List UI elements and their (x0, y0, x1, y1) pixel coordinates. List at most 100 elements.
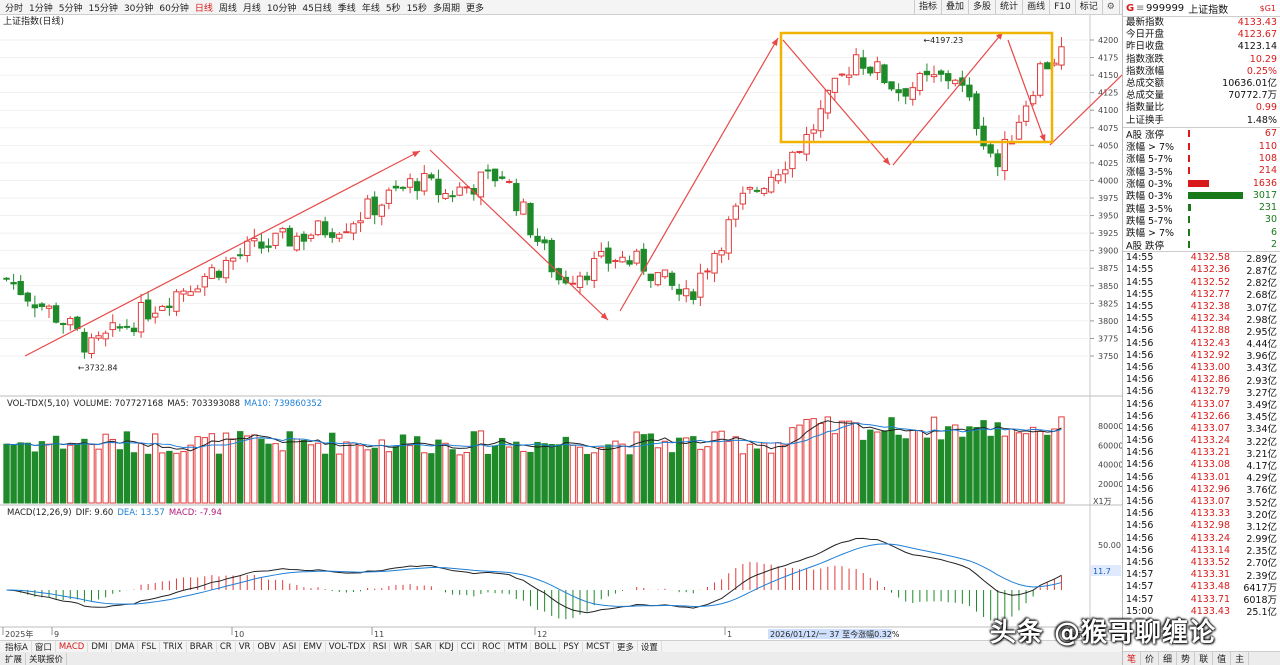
sidebar-tab-3[interactable]: 势 (1177, 652, 1196, 665)
candle-body (265, 245, 272, 248)
period-tab-7[interactable]: 周线 (218, 3, 237, 14)
indicator-tab-10[interactable]: OBV (254, 641, 280, 652)
tick-time: 14:55 (1126, 264, 1154, 276)
period-tab-12[interactable]: 年线 (361, 3, 380, 14)
indicator-tab-1[interactable]: 窗口 (32, 640, 56, 653)
indicator-tab-7[interactable]: BRAR (187, 641, 217, 652)
price-axis-label: 4100 (1098, 106, 1118, 115)
indicator-tab-4[interactable]: DMA (112, 641, 139, 652)
indicator-tab-9[interactable]: VR (236, 641, 255, 652)
indicator-tab-5[interactable]: FSL (138, 641, 161, 652)
macd-dif-line (6, 537, 1062, 614)
indicator-tab-3[interactable]: DMI (88, 641, 112, 652)
period-tab-11[interactable]: 季线 (337, 3, 356, 14)
sidebar-tab-6[interactable]: 主 (1231, 652, 1250, 665)
volume-bar (52, 435, 60, 504)
indicator-tab-19[interactable]: ROC (479, 641, 505, 652)
tool-button-3[interactable]: 统计 (995, 0, 1022, 15)
indicator-tab-11[interactable]: ASI (280, 641, 301, 652)
sidebar-tab-4[interactable]: 联 (1195, 652, 1214, 665)
tool-button-1[interactable]: 叠加 (941, 0, 968, 15)
indicator-tab-13[interactable]: VOL-TDX (326, 641, 370, 652)
tick-price: 4133.31 (1190, 569, 1230, 581)
tool-button-6[interactable]: 标记 (1074, 0, 1102, 15)
period-tab-15[interactable]: 多周期 (433, 3, 461, 14)
indicator-tab-18[interactable]: CCI (458, 641, 479, 652)
volume-bar (803, 418, 810, 504)
period-tab-1[interactable]: 1分钟 (29, 3, 53, 14)
candle-body (548, 239, 555, 273)
indicator-tab-15[interactable]: WR (390, 641, 412, 652)
indicator-tab-22[interactable]: PSY (560, 641, 583, 652)
menu-icon[interactable]: ≡ (1136, 2, 1145, 14)
candle-body (222, 259, 230, 279)
market-breadth: A股 涨停 67 涨幅 > 7% 110 涨幅 5-7% 108 涨幅 3-5% 214 涨幅 … (1123, 128, 1280, 251)
volume-bar (272, 443, 279, 504)
volume-bar (137, 443, 145, 504)
period-tab-3[interactable]: 15分钟 (88, 3, 118, 14)
volume-bar (647, 433, 655, 504)
indicator-tab-12[interactable]: EMV (300, 641, 326, 652)
indicator-tab-8[interactable]: CR (217, 641, 236, 652)
period-tab-0[interactable]: 分时 (5, 3, 24, 14)
indicator-b-button[interactable]: 指标B (1066, 629, 1088, 639)
tool-button-0[interactable]: 指标 (914, 0, 941, 15)
sidebar-tab-1[interactable]: 价 (1141, 652, 1160, 665)
indicator-tab-2[interactable]: MACD (56, 641, 89, 652)
indicator-tab-16[interactable]: SAR (412, 641, 436, 652)
stat-row: 昨日收盘 4123.14 (1123, 41, 1280, 53)
sidebar-tab-5[interactable]: 值 (1213, 652, 1232, 665)
period-tab-2[interactable]: 5分钟 (58, 3, 83, 14)
period-tab-10[interactable]: 45日线 (302, 3, 332, 14)
volume-bar (314, 442, 322, 504)
tick-price: 4133.24 (1190, 435, 1230, 447)
period-tab-6[interactable]: 日线 (194, 3, 213, 14)
tick-time: 14:57 (1126, 581, 1154, 593)
indicator-tab-20[interactable]: MTM (505, 641, 532, 652)
kline-chart[interactable]: 上证指数(日线) 4200 4175 4150 4125 4100 4075 4050 4025… (0, 15, 1122, 640)
period-tab-5[interactable]: 60分钟 (159, 3, 189, 14)
indicator-tab-23[interactable]: MCST (583, 641, 614, 652)
stat-row: 指数涨幅 0.25% (1123, 66, 1280, 78)
period-tab-4[interactable]: 30分钟 (123, 3, 154, 14)
indicator-tab-17[interactable]: KDJ (436, 641, 458, 652)
candle-body (782, 169, 789, 175)
candle-body (541, 239, 548, 244)
tick-time: 14:56 (1126, 520, 1154, 532)
bottom-button-0[interactable]: 扩展 (2, 652, 27, 665)
breadth-value: 214 (1258, 165, 1277, 177)
indicator-tab-24[interactable]: 更多 (614, 640, 638, 653)
trend-line (782, 39, 891, 166)
volume-bar (867, 429, 874, 504)
volume-bar (753, 448, 761, 504)
group-badge[interactable]: G (1126, 2, 1135, 14)
sidebar-tab-2[interactable]: 细 (1159, 652, 1178, 665)
candle-body (796, 151, 803, 154)
tool-button-5[interactable]: F10 (1049, 0, 1075, 15)
bottom-button-1[interactable]: 关联报价 (26, 652, 68, 665)
settings-icon[interactable]: ⚙ (1101, 0, 1119, 15)
tick-volume: 3.43亿 (1246, 363, 1277, 375)
volume-bar (937, 439, 945, 504)
tick-list[interactable]: 14:55 4132.58 2.89亿 14:55 4132.36 2.87亿 14:55 4… (1123, 252, 1280, 618)
volume-bar (555, 444, 562, 504)
chart-area[interactable]: 上证指数(日线) 4200 4175 4150 4125 4100 4075 4050 4025… (0, 15, 1122, 640)
tool-button-4[interactable]: 画线 (1022, 0, 1049, 15)
period-tab-13[interactable]: 5秒 (385, 3, 401, 14)
indicator-tab-6[interactable]: TRIX (160, 641, 187, 652)
tool-button-2[interactable]: 多股 (968, 0, 995, 15)
breadth-value: 6 (1270, 226, 1277, 238)
period-tab-16[interactable]: 更多 (466, 3, 485, 14)
volume-bar (180, 451, 187, 504)
indicator-tab-25[interactable]: 设置 (638, 640, 662, 653)
candle-body (598, 251, 605, 257)
indicator-tab-0[interactable]: 指标A (2, 640, 32, 653)
indicator-tab-14[interactable]: RSI (370, 641, 391, 652)
period-tab-8[interactable]: 月线 (242, 3, 261, 14)
tick-time: 14:56 (1126, 471, 1154, 483)
indicator-tab-21[interactable]: BOLL (531, 641, 561, 652)
period-tab-9[interactable]: 10分钟 (266, 3, 297, 14)
date-axis-label: 9 (54, 630, 59, 639)
sidebar-tab-0[interactable]: 笔 (1123, 652, 1142, 665)
period-tab-14[interactable]: 15秒 (406, 3, 428, 14)
